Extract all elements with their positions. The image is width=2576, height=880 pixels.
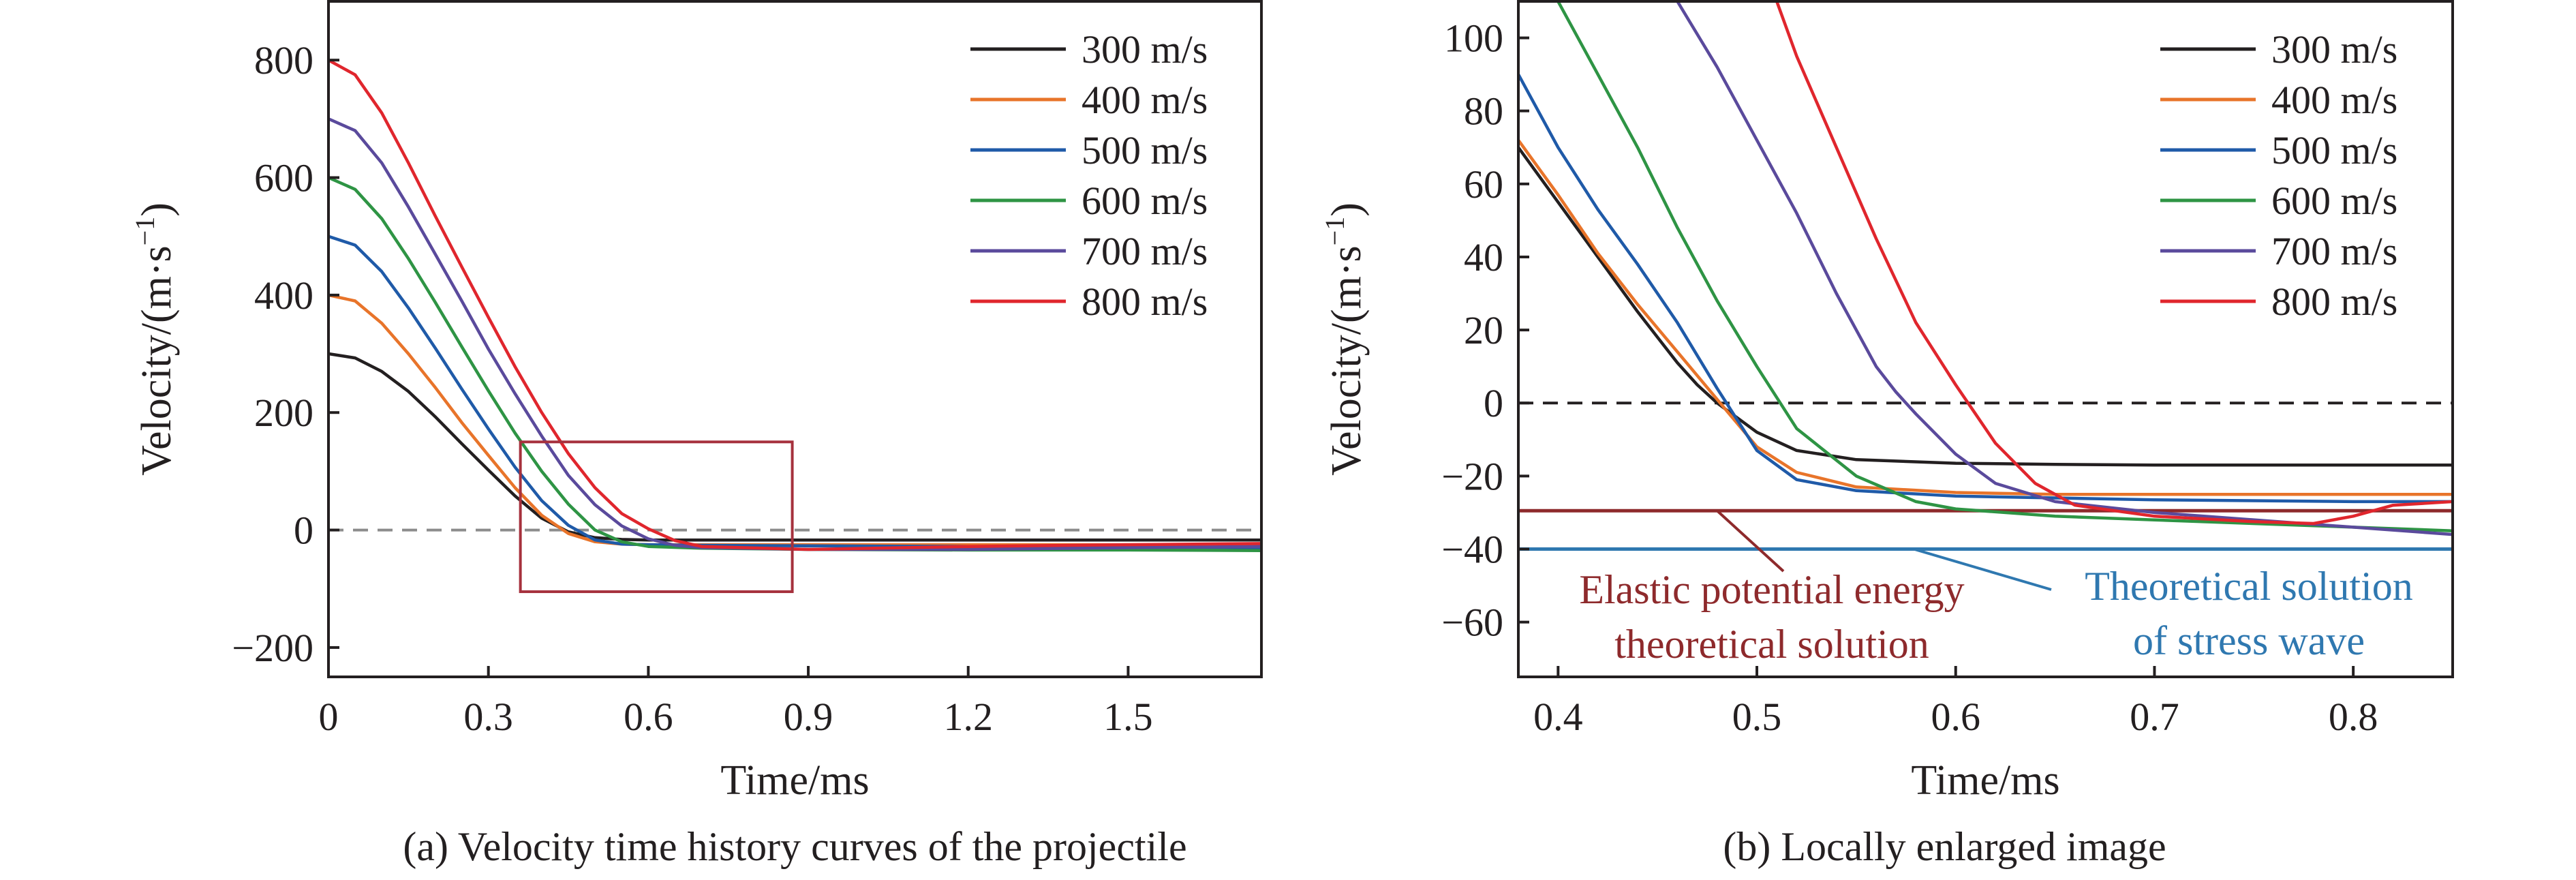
x-tick-label: 1.2 <box>943 695 993 739</box>
y-tick-label: 20 <box>1464 308 1503 352</box>
stress-wave-annotation-label: of stress wave <box>2133 618 2365 663</box>
y-axis-label-main: Velocity/(m·s <box>1323 245 1370 476</box>
y-tick-label: 80 <box>1464 89 1503 134</box>
legend-label: 500 m/s <box>1082 128 1208 172</box>
series-line-300-m-s <box>328 352 1261 542</box>
series-line-800-m-s <box>1775 1 2453 526</box>
zoom-region-box <box>519 440 794 594</box>
legend-label: 700 m/s <box>2271 229 2397 273</box>
stress-wave-annotation-label: Theoretical solution <box>2085 564 2413 609</box>
y-tick-label: 800 <box>254 38 313 82</box>
y-tick-label: −200 <box>232 626 313 670</box>
x-tick-label: 0.6 <box>1931 695 1980 739</box>
legend-label: 800 m/s <box>2271 279 2397 324</box>
y-tick-label: 60 <box>1464 162 1503 207</box>
x-tick-label: 0.3 <box>463 695 513 739</box>
y-tick-label: −20 <box>1441 454 1503 498</box>
y-axis-label: Velocity/(m·s−1) <box>129 202 180 476</box>
elastic-annotation-label: theoretical solution <box>1614 622 1929 667</box>
series-line-500-m-s <box>1518 72 2453 504</box>
legend-label: 700 m/s <box>1082 229 1208 273</box>
elastic-annotation-leader <box>1716 509 1785 573</box>
panel-caption: (a) Velocity time history curves of the … <box>403 824 1186 869</box>
x-tick-label: 1.5 <box>1103 695 1153 739</box>
x-tick-label: 0.9 <box>784 695 833 739</box>
y-axis-label-close: ) <box>134 202 180 217</box>
axes-frame <box>327 0 1263 678</box>
y-tick-label: 0 <box>1484 381 1503 425</box>
y-tick-label: −60 <box>1441 601 1503 645</box>
panel-b-enlarged-view: 0.4 0.5 0.6 0.7 0.8 −60 −40 −20 0 20 40 60 80 100 Time… <box>1319 0 2454 869</box>
plot-area <box>1518 1 2453 551</box>
legend-label: 600 m/s <box>1082 179 1208 223</box>
x-tick-label: 0.5 <box>1732 695 1782 739</box>
axes-frame <box>1517 0 2454 678</box>
series-line-800-m-s <box>328 58 1261 551</box>
panel-caption: (b) Locally enlarged image <box>1723 824 2166 869</box>
legend-label: 800 m/s <box>1082 279 1208 324</box>
y-axis-label-main: Velocity/(m·s <box>134 245 180 476</box>
series-line-600-m-s <box>1556 1 2453 532</box>
legend-label: 300 m/s <box>2271 27 2397 72</box>
stress-wave-annotation-leader <box>1913 547 2052 591</box>
elastic-annotation-label: Elastic potential energy <box>1579 567 1964 612</box>
y-axis-label-superscript: −1 <box>129 217 160 246</box>
x-tick-label: 0.4 <box>1533 695 1583 739</box>
series-line-400-m-s <box>328 293 1261 547</box>
panel-a-velocity-history: 0 0.3 0.6 0.9 1.2 1.5−2000200400600800Time/ms… <box>129 0 1263 869</box>
legend-label: 500 m/s <box>2271 128 2397 172</box>
plot-area <box>328 58 1261 552</box>
y-tick-label: 40 <box>1464 235 1503 279</box>
series-line-500-m-s <box>328 234 1261 549</box>
legend-label: 300 m/s <box>1082 27 1208 72</box>
y-tick-label: 100 <box>1444 16 1503 61</box>
x-tick-label: 0 <box>319 695 339 739</box>
x-tick-label: 0.6 <box>624 695 673 739</box>
y-tick-label: −40 <box>1441 528 1503 572</box>
x-tick-label: 0.7 <box>2130 695 2179 739</box>
legend-label: 600 m/s <box>2271 179 2397 223</box>
series-line-300-m-s <box>1518 146 2453 467</box>
y-tick-label: 400 <box>254 273 313 318</box>
x-tick-label: 0.8 <box>2329 695 2378 739</box>
series-line-700-m-s <box>1676 1 2453 536</box>
y-tick-label: 600 <box>254 156 313 200</box>
legend-label: 400 m/s <box>1082 78 1208 122</box>
y-axis-label-close: ) <box>1323 202 1370 217</box>
y-tick-label: 0 <box>294 509 313 553</box>
x-axis-label: Time/ms <box>1911 757 2059 804</box>
y-axis-label: Velocity/(m·s−1) <box>1319 202 1370 476</box>
legend-label: 400 m/s <box>2271 78 2397 122</box>
x-axis-label: Time/ms <box>720 757 869 804</box>
y-axis-label-superscript: −1 <box>1319 217 1350 246</box>
series-line-400-m-s <box>1518 138 2453 496</box>
y-tick-label: 200 <box>254 391 313 435</box>
